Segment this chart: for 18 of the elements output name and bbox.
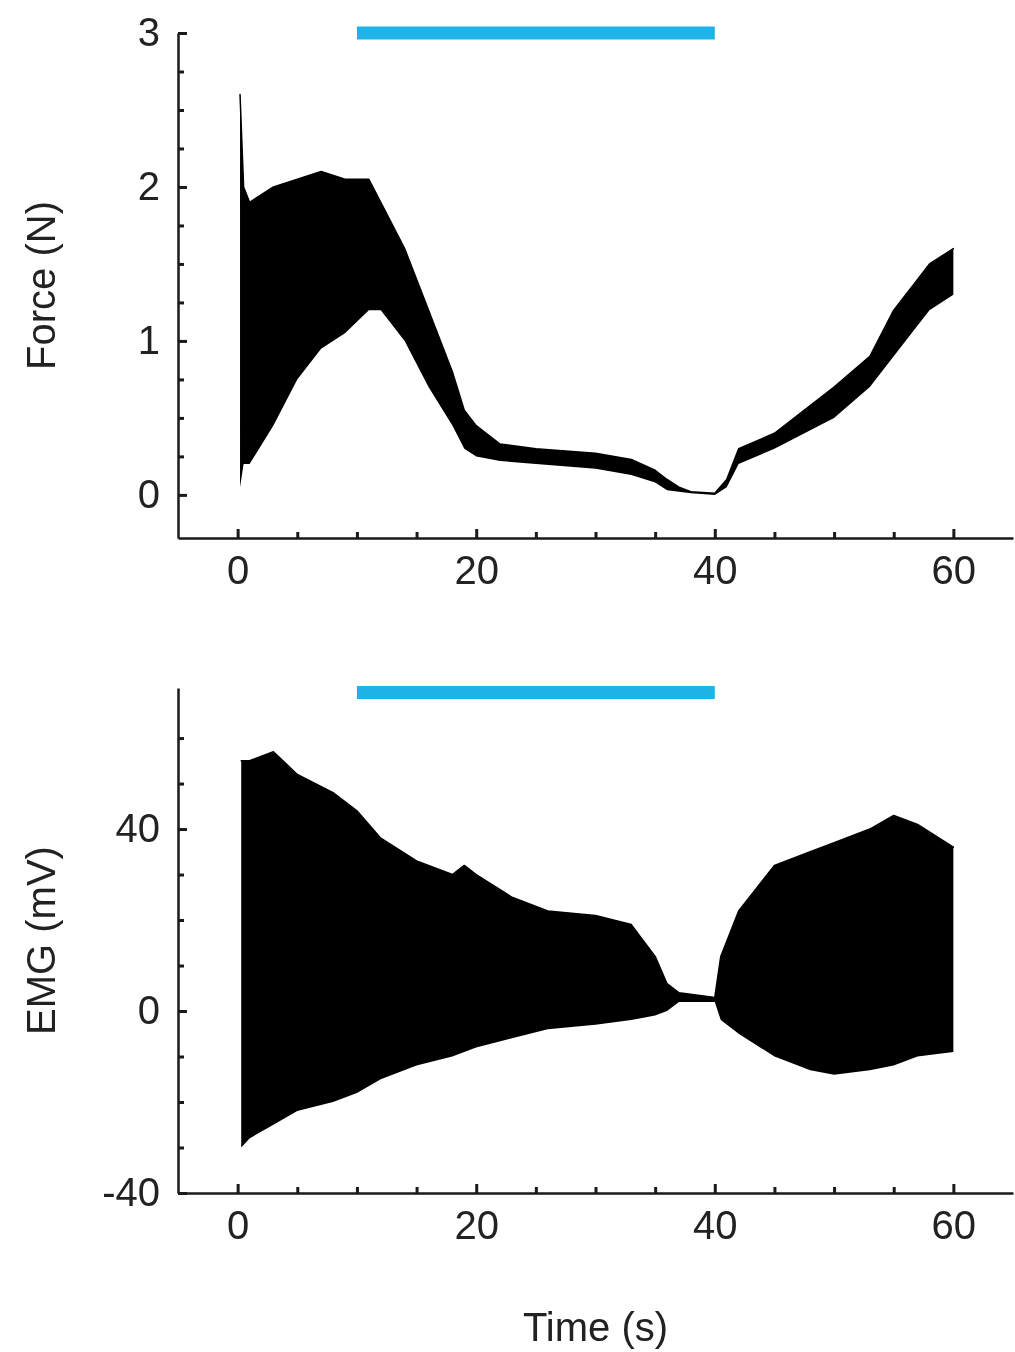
x-tick-label: 40 [693, 548, 738, 593]
x-tick-label: 60 [931, 548, 977, 593]
x-tick-label: 60 [931, 1203, 977, 1248]
y-axis-title: EMG (mV) [19, 846, 63, 1035]
y-tick-label: -40 [102, 1170, 160, 1215]
y-tick-label: 2 [137, 164, 160, 209]
x-axis-title: Time (s) [522, 1305, 669, 1349]
y-tick-label: 3 [137, 10, 160, 55]
x-tick-label: 0 [227, 1203, 250, 1248]
y-axis-title: Force (N) [19, 201, 63, 370]
y-tick-label: 0 [137, 988, 160, 1033]
y-tick-label: 0 [137, 472, 160, 517]
x-tick-label: 20 [454, 548, 499, 593]
y-tick-label: 1 [137, 318, 160, 363]
x-tick-label: 20 [454, 1203, 499, 1248]
y-tick-label: 40 [115, 806, 160, 851]
x-tick-label: 40 [693, 1203, 738, 1248]
x-tick-label: 0 [227, 548, 250, 593]
